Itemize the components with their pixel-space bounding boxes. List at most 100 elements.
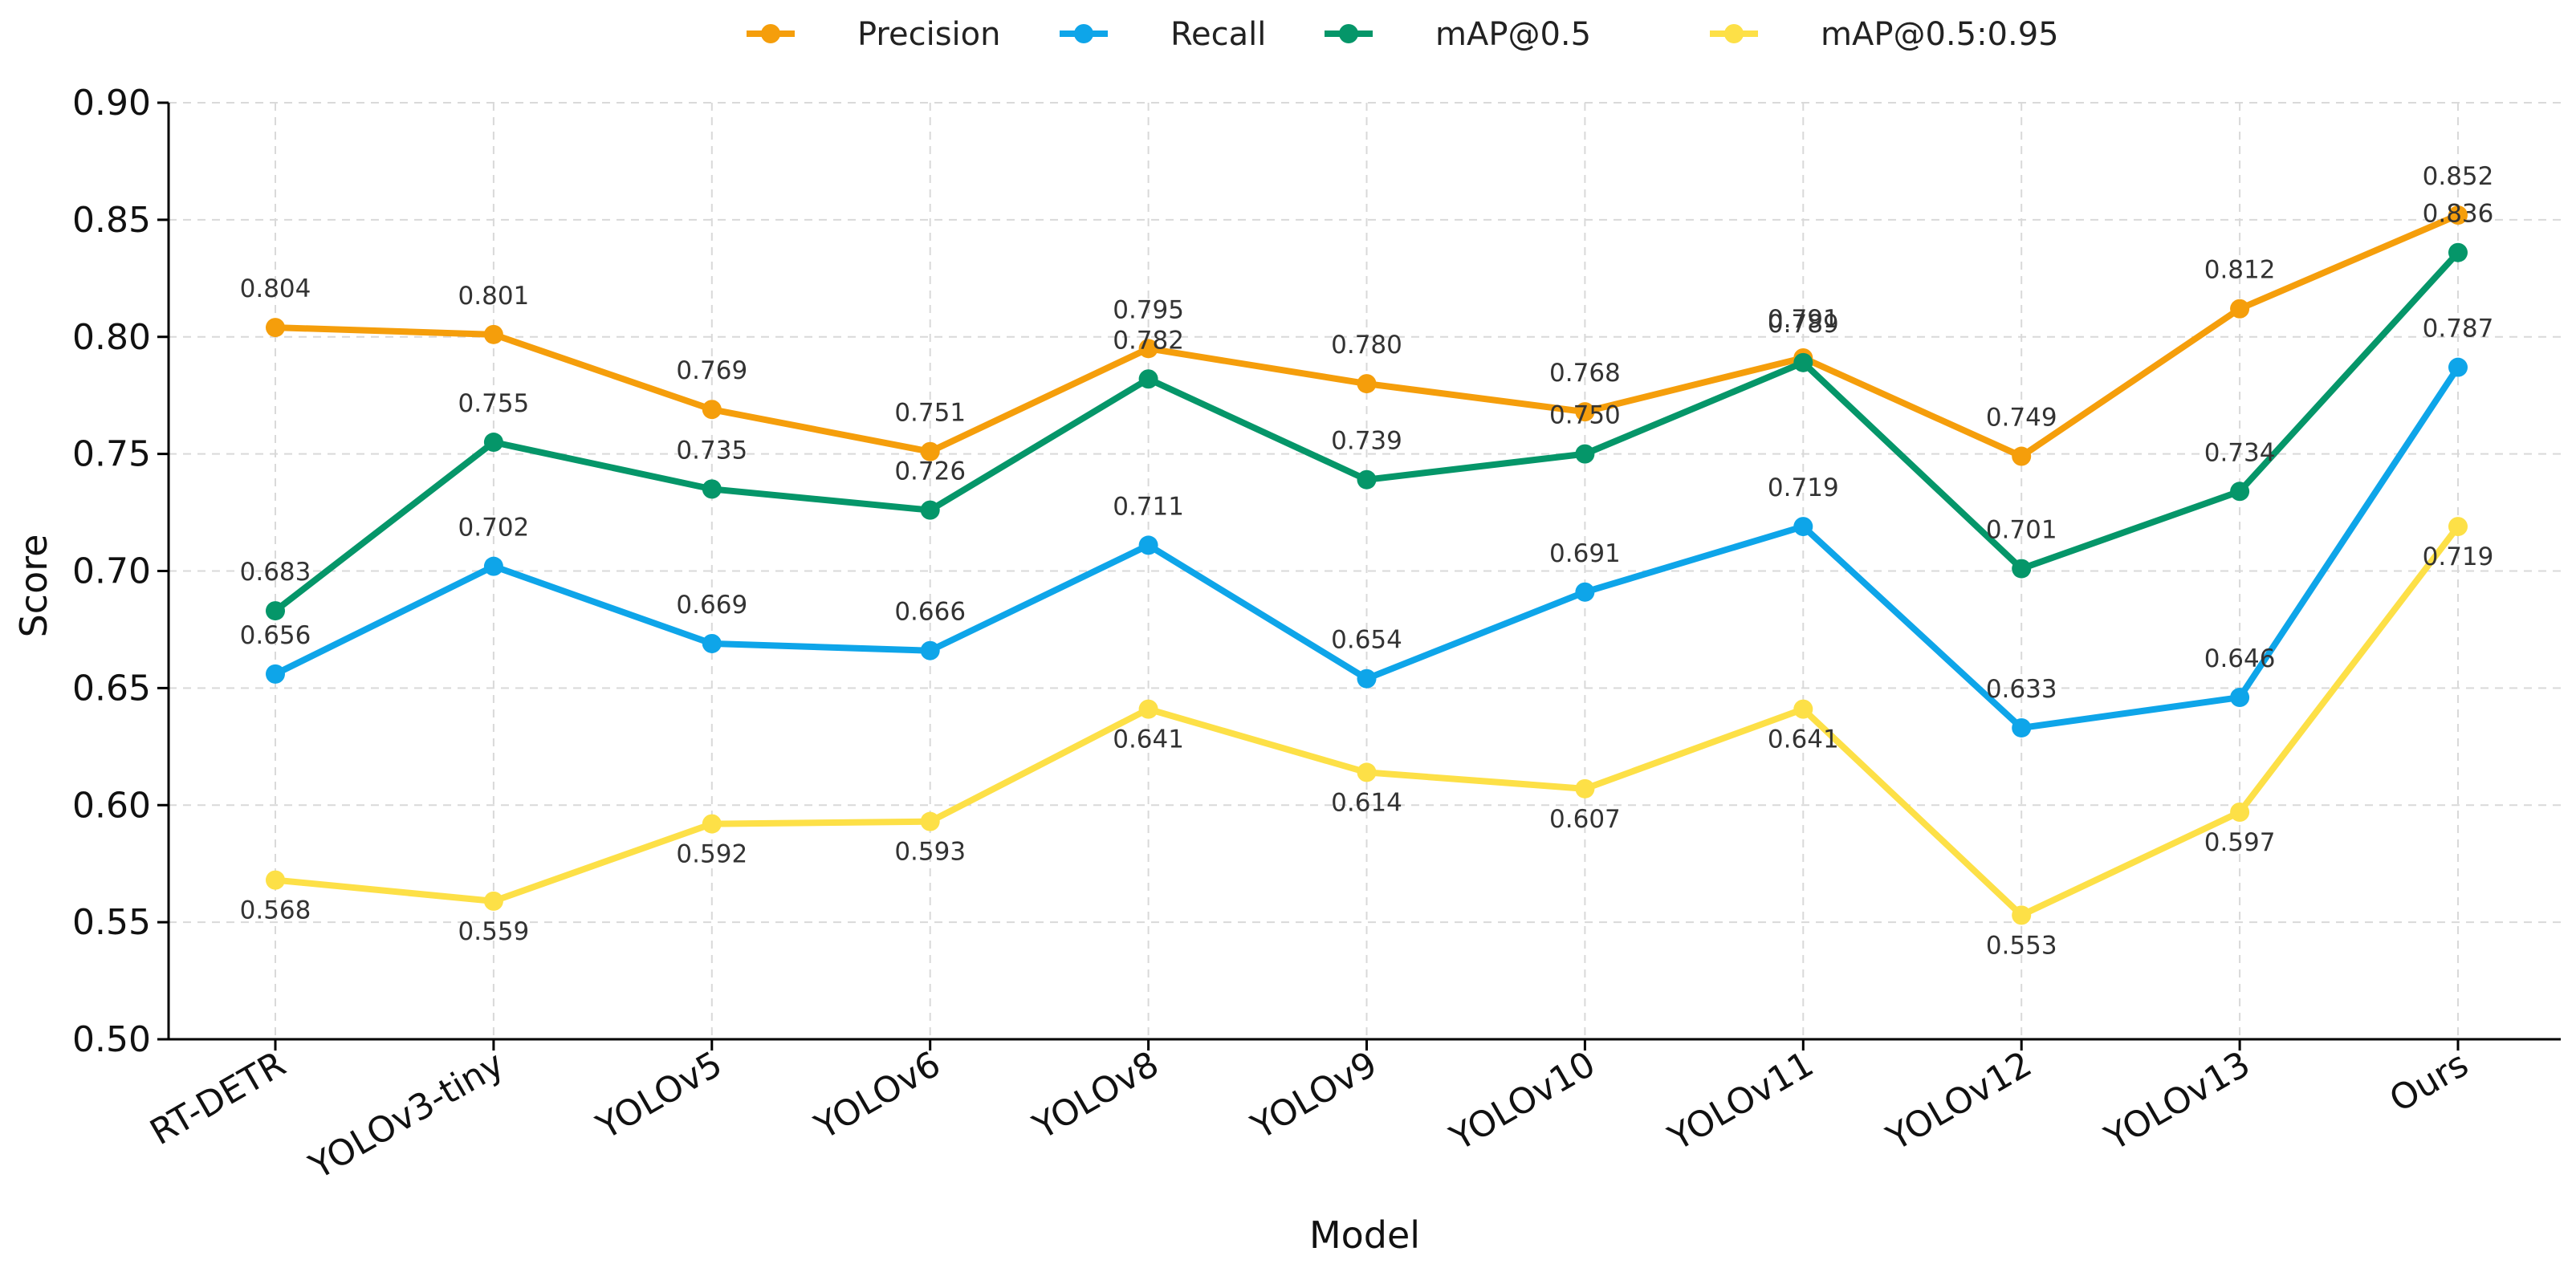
data-label-map-0-5-0-95: 0.607: [1549, 805, 1621, 834]
data-point-precision: [920, 441, 940, 461]
series-group: [266, 205, 2468, 925]
data-labels: 0.804 0.801 0.769 0.751 0.795 0.780 0.768 0.791…: [240, 162, 2494, 960]
data-point-precision: [702, 400, 722, 420]
y-tick-label: 0.70: [72, 551, 151, 592]
y-axis-title: Score: [12, 534, 55, 638]
data-label-map-0-5-0-95: 0.593: [894, 838, 966, 867]
y-tick-label: 0.65: [72, 668, 151, 709]
legend-swatch-marker: [1339, 24, 1358, 43]
data-point-map-0-5: [1138, 369, 1158, 389]
legend-label: mAP@0.5:0.95: [1821, 16, 2059, 53]
data-label-precision: 0.769: [676, 356, 747, 385]
y-tick-label: 0.90: [72, 83, 151, 124]
data-point-precision: [266, 318, 285, 338]
data-label-map-0-5-0-95: 0.641: [1113, 725, 1184, 754]
data-point-map-0-5-0-95: [2230, 803, 2250, 823]
data-point-precision: [2012, 446, 2032, 466]
data-point-map-0-5-0-95: [702, 814, 722, 834]
data-label-precision: 0.812: [2204, 256, 2276, 285]
x-tick-label: YOLOv5: [589, 1043, 729, 1148]
data-point-map-0-5: [1793, 352, 1813, 372]
data-point-recall: [920, 640, 940, 660]
legend-item-recall: Recall: [1060, 16, 1266, 53]
y-tick-label: 0.80: [72, 317, 151, 358]
data-label-recall: 0.633: [1986, 675, 2057, 704]
data-label-map-0-5: 0.701: [1986, 516, 2057, 545]
data-point-recall: [1138, 535, 1158, 555]
data-point-map-0-5-0-95: [2012, 905, 2032, 925]
data-point-recall: [1575, 582, 1595, 602]
data-point-map-0-5-0-95: [266, 870, 285, 890]
data-label-map-0-5: 0.789: [1768, 310, 1839, 339]
legend-item-precision: Precision: [747, 16, 1000, 53]
data-label-map-0-5: 0.836: [2423, 200, 2494, 229]
x-tick-label: YOLOv6: [808, 1043, 947, 1148]
data-point-recall: [1357, 669, 1377, 689]
data-point-recall: [483, 556, 503, 576]
data-label-precision: 0.791: [1768, 305, 1839, 334]
data-point-map-0-5: [2448, 242, 2468, 262]
data-label-map-0-5: 0.735: [676, 436, 747, 465]
data-label-recall: 0.787: [2423, 315, 2494, 343]
legend-label: mAP@0.5: [1435, 16, 1591, 53]
data-label-precision: 0.780: [1331, 331, 1402, 360]
data-point-recall: [2448, 357, 2468, 377]
data-point-precision: [2448, 205, 2468, 226]
data-label-map-0-5-0-95: 0.641: [1768, 725, 1839, 754]
data-label-map-0-5: 0.726: [894, 457, 966, 486]
data-label-map-0-5-0-95: 0.559: [458, 917, 530, 946]
data-label-precision: 0.768: [1549, 359, 1621, 388]
data-label-map-0-5: 0.734: [2204, 438, 2276, 467]
legend-label: Precision: [857, 16, 1000, 53]
data-label-recall: 0.646: [2204, 644, 2276, 673]
y-tick-label: 0.85: [72, 200, 151, 241]
data-point-precision: [2230, 299, 2250, 319]
data-label-map-0-5-0-95: 0.614: [1331, 788, 1402, 817]
data-label-recall: 0.711: [1113, 492, 1184, 521]
x-tick-label: Ours: [2383, 1043, 2475, 1120]
data-point-map-0-5: [920, 500, 940, 520]
data-label-precision: 0.804: [240, 274, 311, 303]
data-label-recall: 0.669: [676, 591, 747, 620]
y-tick-label: 0.50: [72, 1019, 151, 1060]
x-tick-label: YOLOv11: [1661, 1043, 1820, 1159]
data-point-map-0-5-0-95: [920, 811, 940, 831]
x-tick-label: YOLOv8: [1026, 1043, 1166, 1148]
data-label-precision: 0.801: [458, 282, 530, 311]
grid: [169, 102, 2561, 1040]
data-point-precision: [1357, 374, 1377, 394]
data-point-map-0-5-0-95: [1138, 699, 1158, 719]
x-tick-label: YOLOv10: [1443, 1043, 1601, 1159]
y-tick-label: 0.75: [72, 434, 151, 475]
data-label-precision: 0.795: [1113, 295, 1184, 324]
x-tick-label: RT-DETR: [144, 1043, 293, 1153]
data-label-recall: 0.666: [894, 598, 966, 627]
data-label-recall: 0.702: [458, 514, 530, 543]
data-label-map-0-5: 0.755: [458, 389, 530, 418]
x-tick-label: YOLOv3-tiny: [302, 1043, 511, 1188]
legend-item-map-0-5-0-95: mAP@0.5:0.95: [1710, 16, 2059, 53]
legend-label: Recall: [1170, 16, 1266, 53]
data-label-precision: 0.749: [1986, 404, 2057, 433]
data-label-map-0-5: 0.739: [1331, 427, 1402, 456]
legend-swatch-marker: [1074, 24, 1093, 43]
axes: 0.50 0.55 0.60 0.65 0.70 0.75 0.80 0.85 0.90 RT-D…: [72, 83, 2561, 1188]
data-label-precision: 0.852: [2423, 162, 2494, 191]
data-point-map-0-5: [702, 479, 722, 499]
legend-swatch-marker: [1724, 24, 1744, 43]
legend-item-map-0-5: mAP@0.5: [1325, 16, 1591, 53]
data-point-map-0-5-0-95: [483, 891, 503, 911]
data-label-map-0-5-0-95: 0.568: [240, 896, 311, 925]
data-label-map-0-5-0-95: 0.553: [1986, 931, 2057, 960]
data-point-map-0-5: [266, 601, 285, 621]
y-tick-label: 0.60: [72, 785, 151, 826]
data-point-map-0-5-0-95: [2448, 517, 2468, 537]
data-point-map-0-5: [1357, 469, 1377, 490]
data-point-precision: [483, 324, 503, 344]
y-tick-label: 0.55: [72, 902, 151, 943]
data-point-recall: [2230, 688, 2250, 708]
data-label-map-0-5-0-95: 0.592: [676, 840, 747, 869]
x-axis-title: Model: [1309, 1213, 1420, 1257]
data-point-map-0-5-0-95: [1793, 699, 1813, 719]
